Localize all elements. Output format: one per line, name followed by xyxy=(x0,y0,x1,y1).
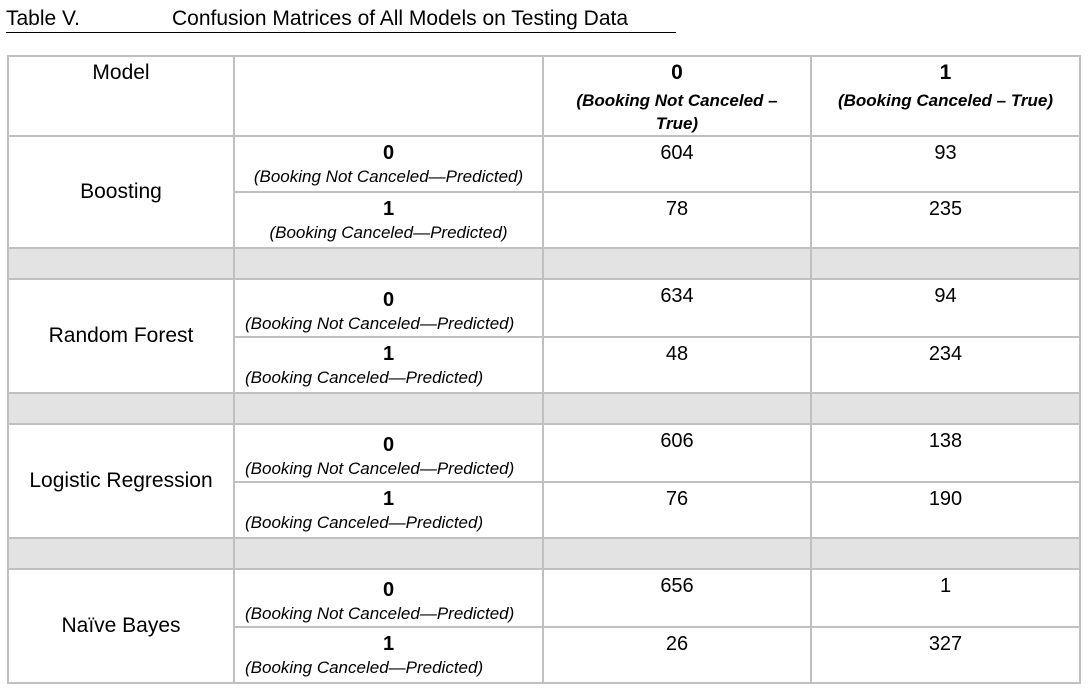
predicted-number: 1 xyxy=(382,343,395,365)
separator-row xyxy=(7,247,1081,280)
cell-value: 606 xyxy=(542,423,812,483)
predicted-description: (Booking Not Canceled—Predicted) xyxy=(245,459,515,478)
predicted-number: 0 xyxy=(382,142,395,164)
confusion-matrix-table: Model 0 (Booking Not Canceled – True) 1 … xyxy=(7,55,1081,684)
table-row: 1 (Booking Canceled—Predicted) 48 234 xyxy=(8,336,1081,394)
cell-value: 604 xyxy=(542,135,812,193)
cell-value: 190 xyxy=(810,481,1081,539)
table-row: Logistic Regression 0 (Booking Not Cance… xyxy=(7,423,1081,539)
header-col-1-label: (Booking Canceled – True) xyxy=(837,91,1054,110)
header-model: Model xyxy=(7,55,235,137)
header-col-1-number: 1 xyxy=(939,61,952,84)
cell-value: 634 xyxy=(542,278,812,338)
cell-value: 138 xyxy=(810,423,1081,483)
cell-value: 78 xyxy=(542,191,812,249)
predicted-description: (Booking Not Canceled—Predicted) xyxy=(245,314,515,333)
separator-row xyxy=(7,392,1081,425)
predicted-number: 1 xyxy=(382,488,395,510)
table-row: 1 (Booking Canceled—Predicted) 26 327 xyxy=(8,626,1081,684)
model-name: Random Forest xyxy=(7,278,235,394)
table-row: Naïve Bayes 0 (Booking Not Canceled—Pred… xyxy=(7,568,1081,684)
table-row: 1 (Booking Canceled—Predicted) 76 190 xyxy=(8,481,1081,539)
header-col-1: 1 (Booking Canceled – True) xyxy=(810,55,1081,137)
model-name: Logistic Regression xyxy=(7,423,235,539)
cell-value: 26 xyxy=(542,626,812,684)
table-caption: Table V. Confusion Matrices of All Model… xyxy=(6,6,676,33)
predicted-label-1: 1 (Booking Canceled—Predicted) xyxy=(233,481,544,539)
cell-value: 1 xyxy=(810,568,1081,628)
cell-value: 48 xyxy=(542,336,812,394)
predicted-description: (Booking Canceled—Predicted) xyxy=(245,658,484,677)
cell-value: 93 xyxy=(810,135,1081,193)
predicted-number: 0 xyxy=(382,289,395,311)
header-empty xyxy=(233,55,544,137)
predicted-number: 0 xyxy=(382,434,395,456)
predicted-description: (Booking Canceled—Predicted) xyxy=(269,223,508,242)
cell-value: 94 xyxy=(810,278,1081,338)
table-row: 1 (Booking Canceled—Predicted) 78 235 xyxy=(8,191,1081,249)
predicted-description: (Booking Not Canceled—Predicted) xyxy=(245,604,515,623)
predicted-number: 1 xyxy=(382,633,395,655)
predicted-number: 0 xyxy=(382,579,395,601)
cell-value: 235 xyxy=(810,191,1081,249)
predicted-label-0: 0 (Booking Not Canceled—Predicted) xyxy=(233,135,544,193)
predicted-description: (Booking Canceled—Predicted) xyxy=(245,368,484,387)
predicted-description: (Booking Canceled—Predicted) xyxy=(245,513,484,532)
header-col-0-label: (Booking Not Canceled – True) xyxy=(576,91,778,133)
predicted-label-1: 1 (Booking Canceled—Predicted) xyxy=(233,191,544,249)
table-title: Confusion Matrices of All Models on Test… xyxy=(172,7,629,30)
predicted-label-1: 1 (Booking Canceled—Predicted) xyxy=(233,336,544,394)
predicted-label-0: 0 (Booking Not Canceled—Predicted) xyxy=(233,278,544,338)
table-row: Random Forest 0 (Booking Not Canceled—Pr… xyxy=(7,278,1081,394)
table-row: Boosting 0 (Booking Not Canceled—Predict… xyxy=(7,135,1081,249)
header-row: Model 0 (Booking Not Canceled – True) 1 … xyxy=(7,55,1081,137)
cell-value: 327 xyxy=(810,626,1081,684)
cell-value: 656 xyxy=(542,568,812,628)
predicted-label-0: 0 (Booking Not Canceled—Predicted) xyxy=(233,568,544,628)
cell-value: 234 xyxy=(810,336,1081,394)
header-col-0-number: 0 xyxy=(671,61,683,84)
predicted-description: (Booking Not Canceled—Predicted) xyxy=(253,167,524,186)
cell-value: 76 xyxy=(542,481,812,539)
model-name: Boosting xyxy=(7,135,235,249)
predicted-label-1: 1 (Booking Canceled—Predicted) xyxy=(233,626,544,684)
separator-row xyxy=(7,537,1081,570)
header-col-0: 0 (Booking Not Canceled – True) xyxy=(542,55,812,137)
predicted-number: 1 xyxy=(382,198,395,220)
model-name: Naïve Bayes xyxy=(7,568,235,684)
table-label: Table V. xyxy=(6,7,80,30)
predicted-label-0: 0 (Booking Not Canceled—Predicted) xyxy=(233,423,544,483)
